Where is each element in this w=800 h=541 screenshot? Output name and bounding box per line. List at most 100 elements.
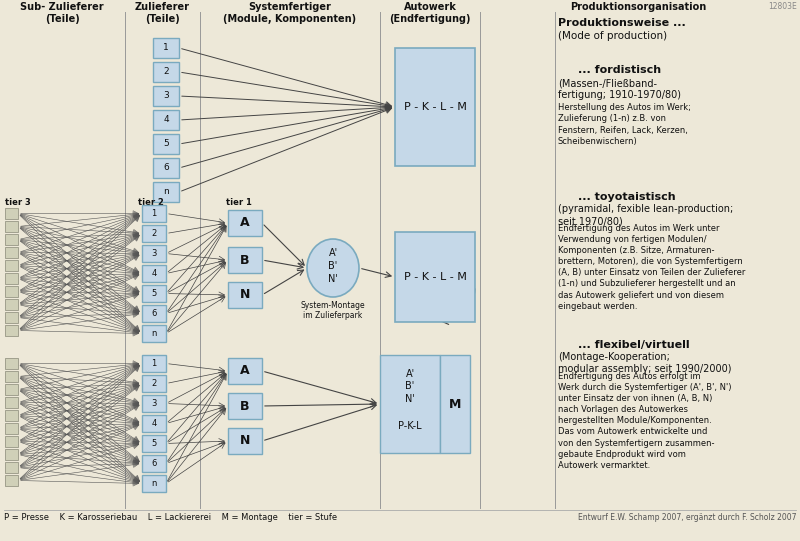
Text: N: N bbox=[240, 288, 250, 301]
Bar bbox=[5, 384, 18, 395]
Bar bbox=[5, 221, 18, 232]
Text: 5: 5 bbox=[151, 289, 157, 298]
Bar bbox=[142, 325, 166, 342]
Bar bbox=[5, 325, 18, 336]
Text: 4: 4 bbox=[151, 419, 157, 428]
Text: A: A bbox=[240, 365, 250, 378]
Text: ... flexibel/virtuell: ... flexibel/virtuell bbox=[578, 340, 690, 350]
Bar bbox=[153, 158, 179, 178]
Text: P - K - L - M: P - K - L - M bbox=[403, 102, 466, 112]
Bar bbox=[380, 355, 440, 453]
Text: (Massen-/Fließband-
fertigung; 1910-1970/80): (Massen-/Fließband- fertigung; 1910-1970… bbox=[558, 78, 681, 101]
Bar bbox=[5, 371, 18, 382]
Text: 2: 2 bbox=[151, 229, 157, 238]
Text: P-K-L: P-K-L bbox=[398, 420, 422, 431]
Text: n: n bbox=[151, 479, 157, 488]
Text: 4: 4 bbox=[163, 115, 169, 124]
Text: tier 2: tier 2 bbox=[138, 198, 164, 207]
Bar bbox=[5, 358, 18, 369]
Bar bbox=[142, 245, 166, 262]
Bar bbox=[142, 285, 166, 302]
Bar bbox=[5, 312, 18, 323]
Bar bbox=[395, 48, 475, 166]
Text: 3: 3 bbox=[151, 249, 157, 258]
Bar bbox=[142, 225, 166, 242]
Bar bbox=[5, 299, 18, 310]
Text: 3: 3 bbox=[163, 91, 169, 101]
Bar bbox=[142, 375, 166, 392]
Text: n: n bbox=[151, 329, 157, 338]
Text: B: B bbox=[240, 399, 250, 412]
Text: Herstellung des Autos im Werk;
Zulieferung (1-n) z.B. von
Fenstern, Reifen, Lack: Herstellung des Autos im Werk; Zulieferu… bbox=[558, 103, 691, 147]
Ellipse shape bbox=[307, 239, 359, 297]
Text: 6: 6 bbox=[151, 309, 157, 318]
Text: 6: 6 bbox=[163, 163, 169, 173]
Text: ... fordistisch: ... fordistisch bbox=[578, 65, 661, 75]
Text: 12803E: 12803E bbox=[768, 2, 797, 11]
Bar bbox=[153, 62, 179, 82]
Text: Sub- Zulieferer
(Teile): Sub- Zulieferer (Teile) bbox=[20, 2, 104, 24]
Text: A: A bbox=[240, 216, 250, 229]
Bar bbox=[153, 134, 179, 154]
Text: 1: 1 bbox=[163, 43, 169, 52]
Bar bbox=[142, 395, 166, 412]
Bar bbox=[142, 455, 166, 472]
Text: 6: 6 bbox=[151, 459, 157, 468]
Text: (Mode of production): (Mode of production) bbox=[558, 31, 667, 41]
Text: M: M bbox=[449, 398, 461, 411]
Bar bbox=[5, 286, 18, 297]
Bar bbox=[228, 282, 262, 308]
Bar bbox=[142, 355, 166, 372]
Text: Autowerk
(Endfertigung): Autowerk (Endfertigung) bbox=[390, 2, 470, 24]
Bar bbox=[5, 397, 18, 408]
Text: Zulieferer
(Teile): Zulieferer (Teile) bbox=[134, 2, 190, 24]
Text: (pyramidal, fexible lean-production;
seit 1970/80): (pyramidal, fexible lean-production; sei… bbox=[558, 204, 734, 226]
Bar bbox=[5, 273, 18, 284]
Text: 1: 1 bbox=[151, 209, 157, 218]
Bar bbox=[142, 305, 166, 322]
Text: tier 1: tier 1 bbox=[226, 198, 252, 207]
Text: 5: 5 bbox=[163, 140, 169, 148]
Bar bbox=[5, 234, 18, 245]
Bar bbox=[153, 86, 179, 106]
Bar bbox=[5, 208, 18, 219]
Bar bbox=[5, 260, 18, 271]
Text: ... toyotaistisch: ... toyotaistisch bbox=[578, 192, 676, 202]
Bar bbox=[153, 38, 179, 58]
Text: Endfertigung des Autos erfolgt im
Werk durch die Systemfertiger (A', B', N')
unt: Endfertigung des Autos erfolgt im Werk d… bbox=[558, 372, 731, 470]
Text: N: N bbox=[240, 434, 250, 447]
Text: 2: 2 bbox=[151, 379, 157, 388]
Bar bbox=[153, 110, 179, 130]
Bar bbox=[5, 475, 18, 486]
Text: Entwurf E.W. Schamp 2007, ergänzt durch F. Scholz 2007: Entwurf E.W. Schamp 2007, ergänzt durch … bbox=[578, 513, 796, 522]
Bar bbox=[142, 475, 166, 492]
Bar bbox=[440, 355, 470, 453]
Text: tier 3: tier 3 bbox=[5, 198, 30, 207]
Bar bbox=[142, 265, 166, 282]
Bar bbox=[5, 423, 18, 434]
Bar bbox=[228, 358, 262, 384]
Text: (Montage-Kooperation;
modular assembly; seit 1990/2000): (Montage-Kooperation; modular assembly; … bbox=[558, 352, 731, 374]
Text: 3: 3 bbox=[151, 399, 157, 408]
Text: Produktionsweise ...: Produktionsweise ... bbox=[558, 18, 686, 28]
Bar bbox=[142, 435, 166, 452]
Text: System-Montage
im Zulieferpark: System-Montage im Zulieferpark bbox=[301, 301, 366, 320]
Bar bbox=[142, 415, 166, 432]
Bar bbox=[153, 182, 179, 202]
Bar bbox=[5, 449, 18, 460]
Bar bbox=[142, 205, 166, 222]
Text: A'
B'
N': A' B' N' bbox=[405, 369, 415, 404]
Bar bbox=[5, 462, 18, 473]
Text: A'
B'
N': A' B' N' bbox=[328, 248, 338, 284]
Bar bbox=[228, 428, 262, 454]
Bar bbox=[395, 232, 475, 322]
Text: Endfertigung des Autos im Werk unter
Verwendung von fertigen Modulen/
Komponente: Endfertigung des Autos im Werk unter Ver… bbox=[558, 224, 746, 311]
Bar bbox=[5, 247, 18, 258]
Text: Systemfertiger
(Module, Komponenten): Systemfertiger (Module, Komponenten) bbox=[223, 2, 357, 24]
Text: 1: 1 bbox=[151, 359, 157, 368]
Text: 4: 4 bbox=[151, 269, 157, 278]
Text: B: B bbox=[240, 254, 250, 267]
Text: P - K - L - M: P - K - L - M bbox=[403, 272, 466, 282]
Text: Produktionsorganisation: Produktionsorganisation bbox=[570, 2, 706, 12]
Text: P = Presse    K = Karosseriebau    L = Lackiererei    M = Montage    tier = Stuf: P = Presse K = Karosseriebau L = Lackier… bbox=[4, 513, 337, 522]
